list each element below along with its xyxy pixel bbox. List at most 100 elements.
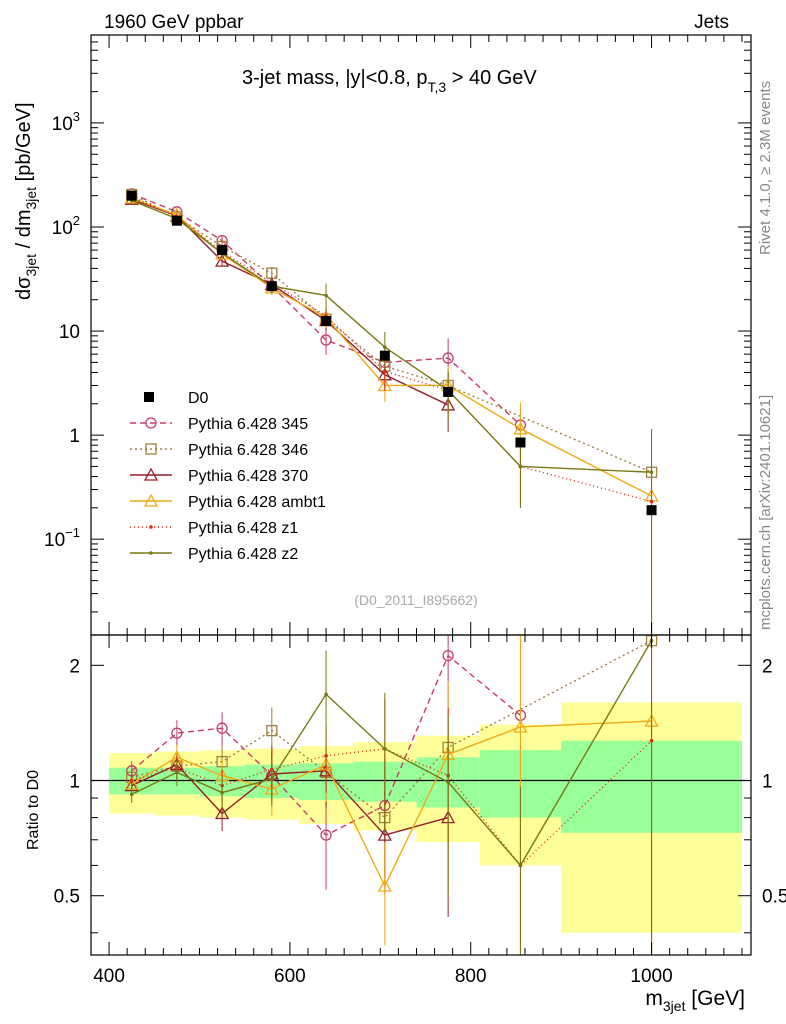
- header-right: Jets: [694, 12, 729, 33]
- y-tick-label: 103: [52, 109, 80, 135]
- ratio-tick-label-right: 0.5: [762, 887, 786, 908]
- d0-data-point: [515, 437, 526, 448]
- legend-label: D0: [188, 390, 209, 407]
- data-point: [324, 293, 328, 298]
- ratio-tick-label-left: 0.5: [54, 887, 80, 908]
- series-5-ratio: [129, 635, 654, 955]
- d0-data-point: [443, 386, 454, 397]
- x-axis-label-tail: [GeV]: [685, 987, 745, 1010]
- ratio-point: [320, 829, 332, 841]
- ratio-point: [266, 724, 278, 737]
- y-axis-label-c: [pb/GeV]: [13, 102, 35, 187]
- y-tick-mantissa: 10: [59, 322, 80, 343]
- legend-label: Pythia 6.428 ambt1: [188, 494, 326, 511]
- ratio-axis-label: Ratio to D0: [25, 770, 42, 850]
- legend-item-3: Pythia 6.428 ambt1: [130, 493, 326, 511]
- legend-marker: [149, 551, 153, 555]
- data-point: [442, 352, 454, 364]
- legend-label: Pythia 6.428 345: [188, 416, 308, 433]
- ratio-panel: 400 600 800 1000 0.5 0.5 1 1 2 2 Ratio to D0: [25, 35, 786, 987]
- data-point: [383, 345, 387, 349]
- series-1-main: [126, 188, 658, 635]
- ratio-frame: [90, 634, 752, 956]
- series-5-main: [129, 198, 654, 635]
- y-tick-exponent: 3: [73, 109, 80, 124]
- data-point: [649, 470, 654, 475]
- series-line: [131, 193, 652, 473]
- legend-label: Pythia 6.428 370: [188, 468, 308, 485]
- data-point: [383, 369, 387, 374]
- ratio-tick-label-left: 2: [69, 656, 80, 677]
- ratio-point: [324, 754, 328, 758]
- main-plot-content: [124, 188, 659, 635]
- data-point: [513, 421, 528, 435]
- ratio-point: [518, 863, 523, 868]
- x-axis-label-sub: 3jet: [663, 998, 686, 1014]
- ratio-tick-label-right: 1: [762, 772, 773, 793]
- chart-title-sub: T,3: [427, 79, 446, 95]
- rivet-version-label: Rivet 4.1.0, ≥ 2.3M events: [757, 81, 774, 255]
- ratio-point: [324, 692, 328, 697]
- y-tick-exponent: 2: [73, 213, 80, 228]
- legend-item-d0: D0: [144, 390, 209, 407]
- x-tick-label: 400: [93, 966, 125, 987]
- ratio-point: [377, 827, 392, 841]
- ratio-point: [270, 777, 274, 781]
- y-tick-label: 10−1: [44, 525, 80, 551]
- ratio-point: [220, 790, 224, 795]
- y-tick-mantissa: 10: [52, 218, 73, 239]
- y-axis-label-a: dσ: [13, 276, 35, 300]
- legend-item-1: Pythia 6.428 346: [130, 442, 308, 459]
- ratio-point: [377, 878, 392, 892]
- data-point: [320, 334, 332, 346]
- y-axis-label: dσ3jet / dm3jet [pb/GeV]: [13, 102, 39, 300]
- x-tick-label: 600: [274, 966, 306, 987]
- x-tick-label: 800: [455, 966, 487, 987]
- ratio-series-line: [131, 640, 652, 819]
- chart-title-main: 3-jet mass, |y|<0.8, p: [242, 67, 427, 89]
- x-axis-label-main: m: [645, 987, 663, 1010]
- ratio-tick-label-left: 1: [69, 772, 80, 793]
- mcplots-label: mcplots.cern.ch [arXiv:2401.10621]: [757, 395, 774, 630]
- ratio-point: [215, 806, 230, 820]
- y-axis-label-a-sub: 3jet: [23, 254, 39, 277]
- y-tick-label: 1: [69, 426, 80, 447]
- series-line: [131, 198, 449, 406]
- ratio-tick-label-right: 2: [762, 656, 773, 677]
- ratio-point: [129, 792, 134, 797]
- data-point: [215, 253, 230, 267]
- header-left: 1960 GeV ppbar: [104, 12, 244, 33]
- y-tick-exponent: −1: [65, 525, 80, 540]
- ratio-plot-content: [91, 634, 751, 955]
- ratio-point: [216, 722, 228, 734]
- legend: D0 Pythia 6.428 345 Pythia 6.428 346 Pythia…: [130, 390, 326, 563]
- y-tick-label: 10: [59, 322, 80, 343]
- ratio-point: [446, 780, 450, 784]
- legend-marker: [144, 392, 154, 402]
- legend-item-5: Pythia 6.428 z2: [130, 546, 298, 563]
- legend-item-4: Pythia 6.428 z1: [130, 520, 298, 537]
- d0-data-point: [217, 245, 228, 256]
- d0-data-point: [266, 281, 277, 292]
- legend-label: Pythia 6.428 z1: [188, 520, 298, 537]
- x-axis-label: m3jet [GeV]: [645, 987, 745, 1014]
- legend-label: Pythia 6.428 346: [188, 442, 308, 459]
- d0-data-point: [171, 215, 182, 226]
- data-series-d0: [126, 190, 657, 516]
- y-tick-label: 102: [52, 213, 80, 239]
- legend-marker: [143, 493, 159, 507]
- legend-item-2: Pythia 6.428 370: [130, 467, 308, 485]
- legend-marker: [145, 417, 157, 429]
- chart-title: 3-jet mass, |y|<0.8, pT,3 > 40 GeV: [242, 67, 537, 95]
- legend-item-0: Pythia 6.428 345: [130, 416, 308, 433]
- analysis-id-label: (D0_2011_I895662): [354, 592, 478, 608]
- y-axis-label-b: / dm: [13, 210, 35, 254]
- ratio-series-line: [131, 740, 653, 867]
- legend-label: Pythia 6.428 z2: [188, 546, 298, 563]
- y-tick-mantissa: 1: [69, 426, 80, 447]
- ratio-point: [383, 747, 387, 751]
- data-point: [518, 464, 523, 469]
- legend-marker: [149, 525, 153, 529]
